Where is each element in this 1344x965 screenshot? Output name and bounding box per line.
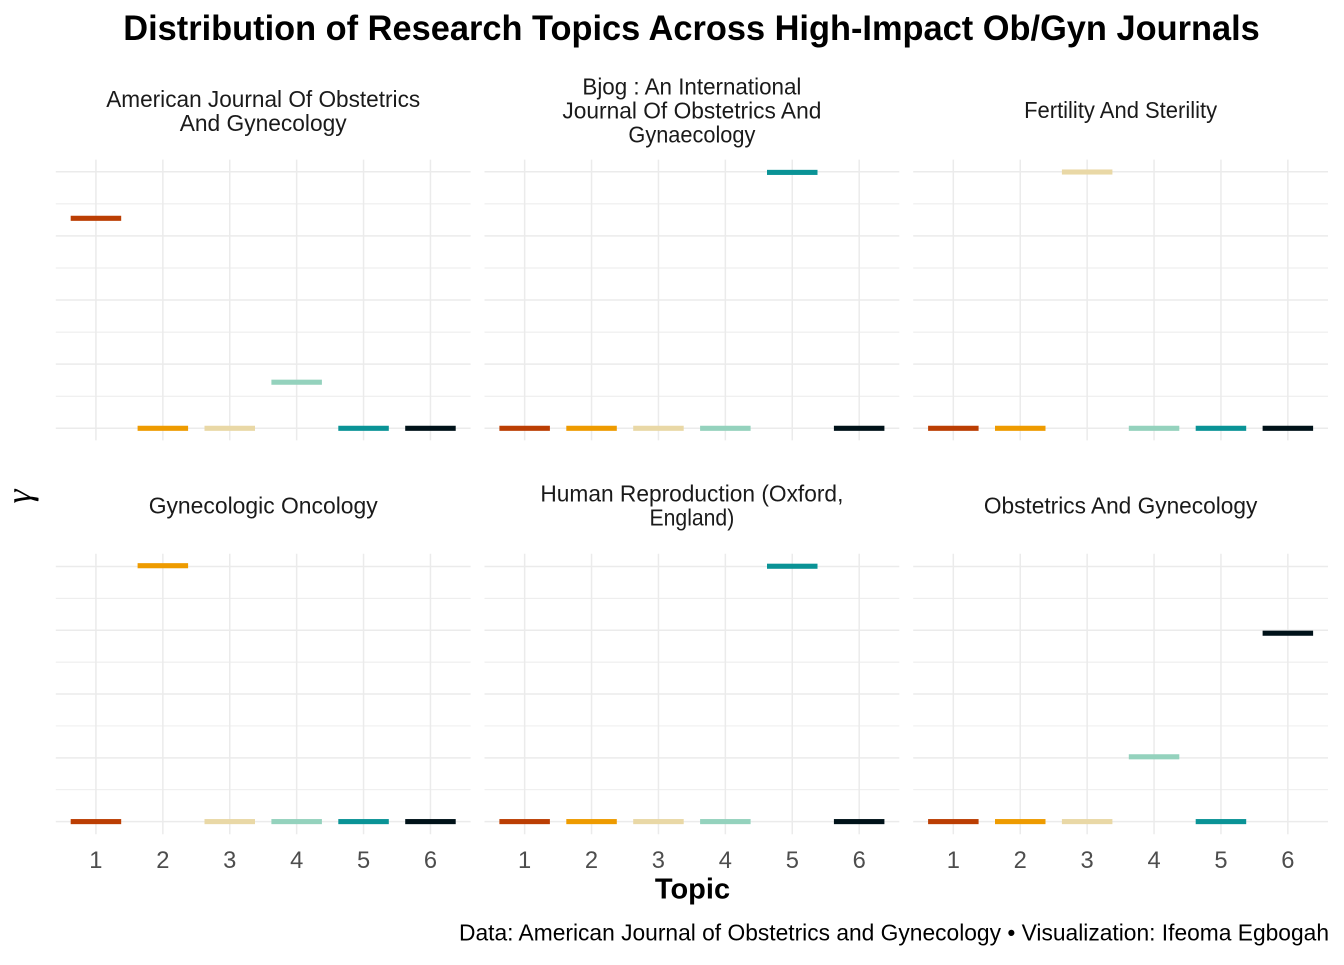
svg-text:3: 3 bbox=[223, 848, 236, 874]
svg-text:Gynaecology: Gynaecology bbox=[628, 121, 756, 147]
svg-text:And Gynecology: And Gynecology bbox=[180, 110, 348, 136]
svg-text:Distribution of Research Topic: Distribution of Research Topics Across H… bbox=[123, 9, 1260, 48]
svg-text:1: 1 bbox=[89, 848, 102, 874]
svg-text:5: 5 bbox=[1214, 848, 1227, 874]
svg-text:England): England) bbox=[650, 505, 735, 531]
svg-text:Obstetrics And Gynecology: Obstetrics And Gynecology bbox=[984, 493, 1258, 519]
svg-text:Fertility And Sterility: Fertility And Sterility bbox=[1024, 97, 1218, 123]
svg-text:5: 5 bbox=[357, 848, 370, 874]
svg-text:3: 3 bbox=[1081, 848, 1094, 874]
svg-text:2: 2 bbox=[1014, 848, 1027, 874]
svg-text:4: 4 bbox=[719, 848, 732, 874]
svg-text:Topic: Topic bbox=[655, 874, 730, 906]
svg-text:6: 6 bbox=[1281, 848, 1294, 874]
svg-text:3: 3 bbox=[652, 848, 665, 874]
svg-text:Gynecologic Oncology: Gynecologic Oncology bbox=[149, 493, 379, 519]
svg-text:American Journal Of Obstetrics: American Journal Of Obstetrics bbox=[106, 86, 420, 112]
svg-text:4: 4 bbox=[1148, 848, 1161, 874]
svg-text:6: 6 bbox=[853, 848, 866, 874]
svg-text:4: 4 bbox=[290, 848, 303, 874]
svg-text:Journal Of Obstetrics And: Journal Of Obstetrics And bbox=[562, 97, 821, 123]
svg-text:γ: γ bbox=[0, 489, 39, 504]
svg-text:5: 5 bbox=[786, 848, 799, 874]
svg-text:Human Reproduction (Oxford,: Human Reproduction (Oxford, bbox=[540, 481, 843, 507]
svg-text:1: 1 bbox=[947, 848, 960, 874]
svg-text:1: 1 bbox=[518, 848, 531, 874]
svg-text:2: 2 bbox=[585, 848, 598, 874]
svg-text:Data: American Journal of Obst: Data: American Journal of Obstetrics and… bbox=[459, 920, 1329, 946]
svg-text:Bjog : An International: Bjog : An International bbox=[582, 73, 801, 99]
svg-text:2: 2 bbox=[156, 848, 169, 874]
svg-text:6: 6 bbox=[424, 848, 437, 874]
